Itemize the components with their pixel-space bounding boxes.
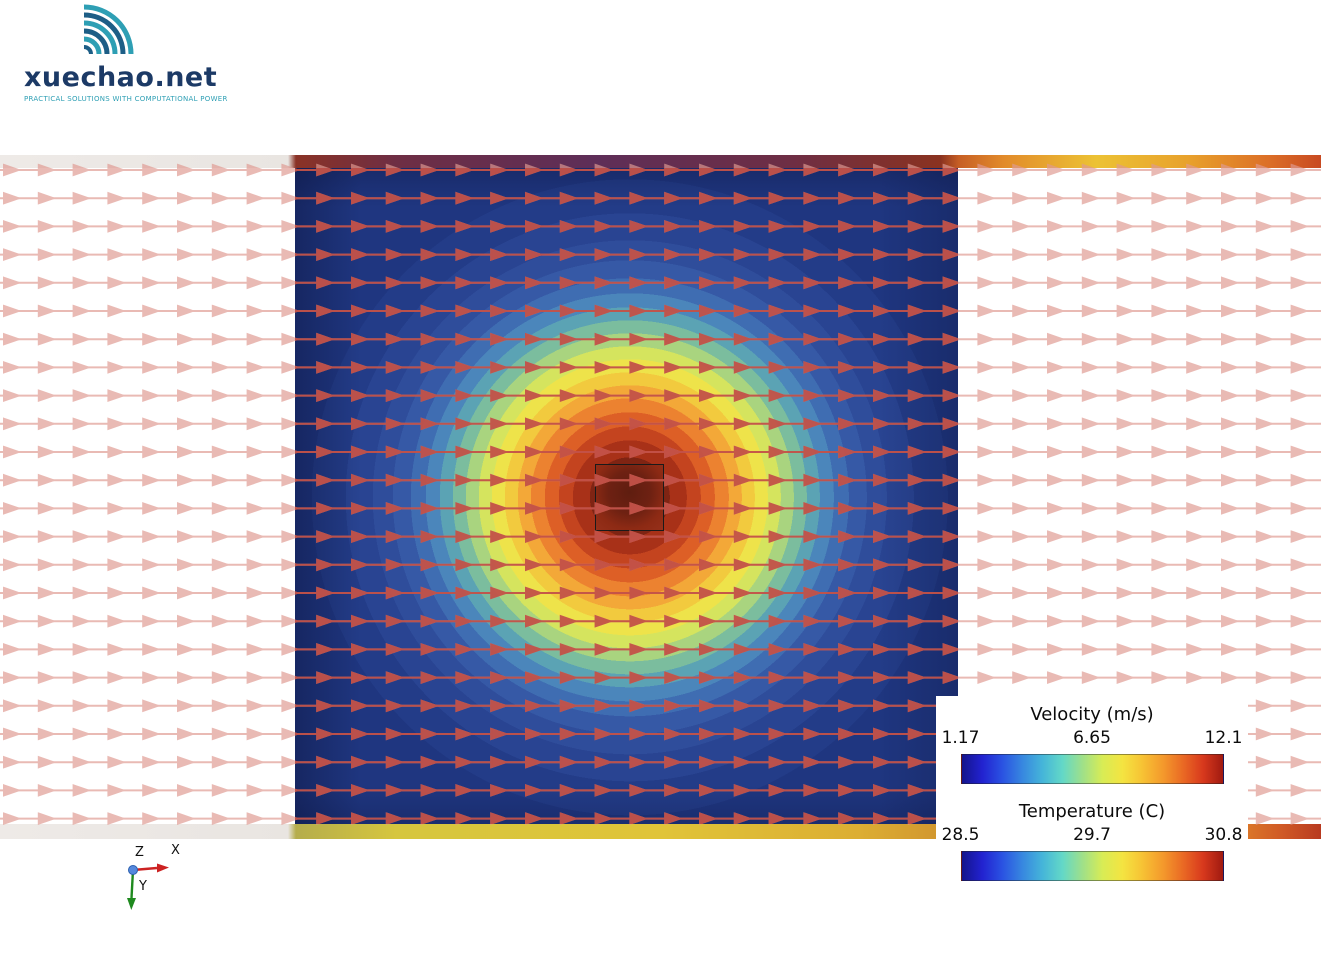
y-axis-label: Y [138, 879, 147, 894]
x-axis-arrowhead [157, 863, 169, 873]
x-axis-label: X [171, 843, 180, 858]
y-axis-arrowhead [127, 898, 136, 910]
vector-arrows-inner [295, 168, 958, 824]
temperature-colorbar[interactable] [960, 851, 1224, 881]
temperature-mid-label: 29.7 [1073, 825, 1111, 845]
top-boundary-strip [0, 155, 1321, 168]
temperature-tick-labels: 28.5 29.7 30.8 [942, 824, 1243, 848]
logo-tagline: PRACTICAL SOLUTIONS WITH COMPUTATIONAL P… [24, 95, 228, 103]
velocity-min-label: 1.17 [941, 728, 980, 748]
legend-panel: Velocity (m/s) 1.17 6.65 12.1 Temperatur… [936, 696, 1248, 889]
velocity-legend[interactable]: Velocity (m/s) 1.17 6.65 12.1 [942, 703, 1243, 784]
logo-brand-text: xuechao.net [24, 62, 218, 93]
temperature-legend[interactable]: Temperature (C) 28.5 29.7 30.8 [942, 800, 1243, 881]
render-viewport[interactable] [0, 155, 1321, 839]
velocity-colorbar[interactable] [960, 754, 1224, 784]
velocity-max-label: 12.1 [1204, 728, 1243, 748]
z-axis-label: Z [135, 845, 144, 860]
orientation-axes-widget: Z X Y [127, 843, 180, 910]
velocity-vector-field [0, 163, 1321, 826]
velocity-tick-labels: 1.17 6.65 12.1 [942, 727, 1243, 751]
velocity-mid-label: 6.65 [1073, 728, 1111, 748]
velocity-legend-title: Velocity (m/s) [1030, 704, 1154, 725]
temperature-legend-title: Temperature (C) [1018, 801, 1166, 822]
temperature-min-label: 28.5 [941, 825, 980, 845]
logo: xuechao.net PRACTICAL SOLUTIONS WITH COM… [24, 4, 228, 103]
logo-wave-icon [83, 4, 134, 55]
temperature-max-label: 30.8 [1204, 825, 1243, 845]
origin-sphere [128, 865, 138, 875]
